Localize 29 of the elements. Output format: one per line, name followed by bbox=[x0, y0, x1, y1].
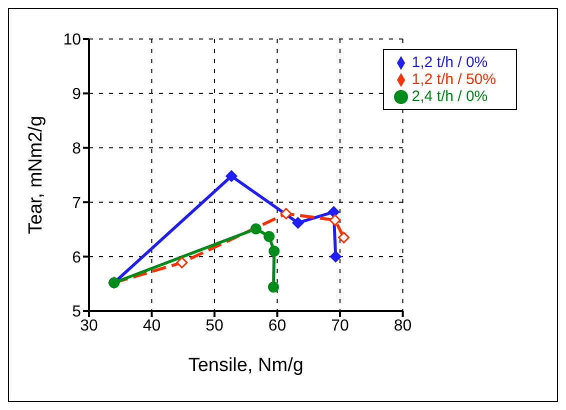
point bbox=[280, 208, 292, 220]
x-axis-title: Tensile, Nm/g bbox=[188, 355, 304, 376]
point bbox=[328, 206, 340, 218]
point bbox=[264, 230, 275, 242]
point bbox=[176, 256, 188, 268]
x-tick-label: 50 bbox=[206, 317, 224, 334]
y-tick-label: 7 bbox=[72, 194, 82, 212]
point bbox=[268, 282, 279, 293]
y-tick-label: 5 bbox=[72, 304, 82, 321]
point bbox=[329, 214, 341, 226]
x-tick-label: 60 bbox=[268, 317, 286, 334]
y-tick-label: 8 bbox=[72, 140, 82, 158]
y-tick-label: 6 bbox=[72, 249, 82, 266]
y-tick-label: 9 bbox=[72, 86, 82, 104]
legend-label: 2,4 t/h / 0% bbox=[412, 88, 488, 105]
x-tick-label: 40 bbox=[142, 317, 161, 334]
x-tick-label: 30 bbox=[80, 317, 98, 334]
point bbox=[338, 232, 350, 244]
legend-label: 1,2 t/h / 50% bbox=[412, 71, 496, 88]
point bbox=[330, 250, 342, 262]
point bbox=[292, 217, 304, 229]
x-tick-label: 70 bbox=[331, 317, 350, 334]
y-tick-label: 10 bbox=[63, 32, 82, 49]
point bbox=[226, 170, 238, 182]
x-tick-label: 80 bbox=[394, 317, 412, 334]
y-axis-title: Tear, mNm2/g bbox=[26, 116, 47, 234]
point bbox=[268, 246, 280, 257]
legend-label: 1,2 t/h / 0% bbox=[412, 54, 488, 71]
point bbox=[250, 223, 262, 234]
